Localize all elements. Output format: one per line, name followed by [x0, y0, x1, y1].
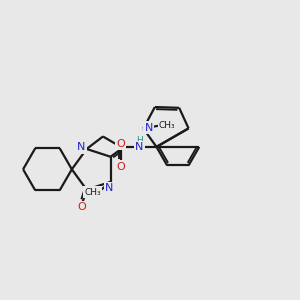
Text: N: N [105, 183, 113, 193]
Text: CH₃: CH₃ [84, 188, 101, 196]
Text: N: N [77, 142, 86, 152]
Text: O: O [117, 139, 125, 149]
Text: O: O [116, 161, 125, 172]
Text: N: N [145, 123, 153, 133]
Text: H: H [136, 136, 142, 146]
Text: O: O [77, 202, 85, 212]
Text: CH₃: CH₃ [159, 121, 176, 130]
Text: N: N [135, 142, 143, 152]
